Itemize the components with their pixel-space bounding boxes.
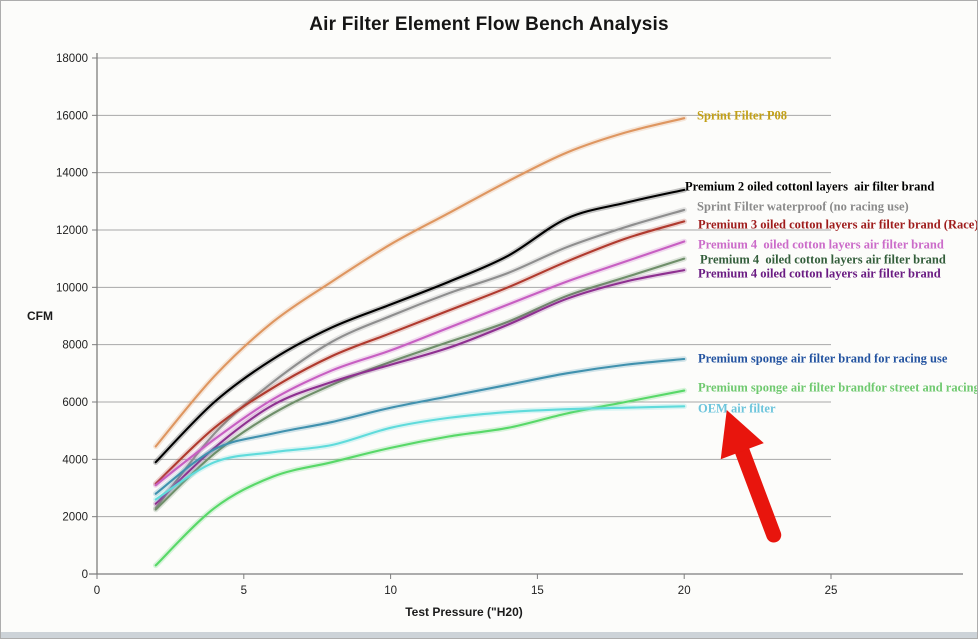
series-label-3: Premium 3 oiled cotton layers air filter… [698, 218, 978, 232]
y-axis-title: CFM [27, 309, 53, 323]
series-label-1: Premium 2 oiled cottonl layers air filte… [685, 180, 934, 194]
red-arrow-head [720, 410, 764, 460]
y-tick-label-16000: 16000 [56, 110, 88, 122]
x-tick-label-10: 10 [384, 585, 397, 597]
series-glow-9 [152, 403, 687, 503]
series-label-9: OEM air filter [698, 402, 776, 416]
series-label-2: Sprint Filter waterproof (no racing use) [697, 200, 909, 214]
series-line-4 [154, 240, 686, 487]
y-tick-label-18000: 18000 [56, 53, 88, 65]
series-label-8: Premium sponge air filter brandfor stree… [698, 381, 978, 395]
series-line-5 [154, 257, 686, 511]
photo-edge-strip [1, 632, 977, 638]
y-tick-label-0: 0 [82, 569, 88, 581]
series-label-0: Sprint Filter P08 [697, 109, 787, 123]
series-label-6: Premium 4 oiled cotton layers air filter… [698, 267, 941, 281]
series-line-9 [154, 405, 686, 501]
series-label-5: Premium 4 oiled cotton layers air filter… [700, 253, 946, 267]
series-glow-4 [152, 238, 687, 488]
x-tick-label-0: 0 [94, 585, 100, 597]
y-tick-label-8000: 8000 [62, 340, 88, 352]
x-tick-label-20: 20 [678, 585, 691, 597]
x-tick-label-25: 25 [825, 585, 838, 597]
series-line-7 [154, 357, 686, 495]
y-tick-label-12000: 12000 [56, 225, 88, 237]
y-tick-label-10000: 10000 [56, 282, 88, 294]
red-arrow-shaft [732, 437, 782, 543]
x-tick-label-15: 15 [531, 585, 544, 597]
x-axis-title: Test Pressure ("H20) [405, 605, 523, 619]
series-line-1 [154, 188, 686, 464]
series-line-6 [154, 269, 686, 505]
series-line-0 [154, 117, 686, 448]
y-tick-label-6000: 6000 [62, 397, 88, 409]
x-tick-label-5: 5 [241, 585, 247, 597]
series-line-3 [154, 220, 686, 485]
y-tick-label-4000: 4000 [62, 454, 88, 466]
y-tick-label-2000: 2000 [62, 512, 88, 524]
y-tick-label-14000: 14000 [56, 168, 88, 180]
chart-title: Air Filter Element Flow Bench Analysis [309, 14, 669, 35]
series-label-7: Premium sponge air filter brand for raci… [698, 352, 948, 366]
series-label-4: Premium 4 oiled cotton layers air filter… [698, 238, 944, 252]
